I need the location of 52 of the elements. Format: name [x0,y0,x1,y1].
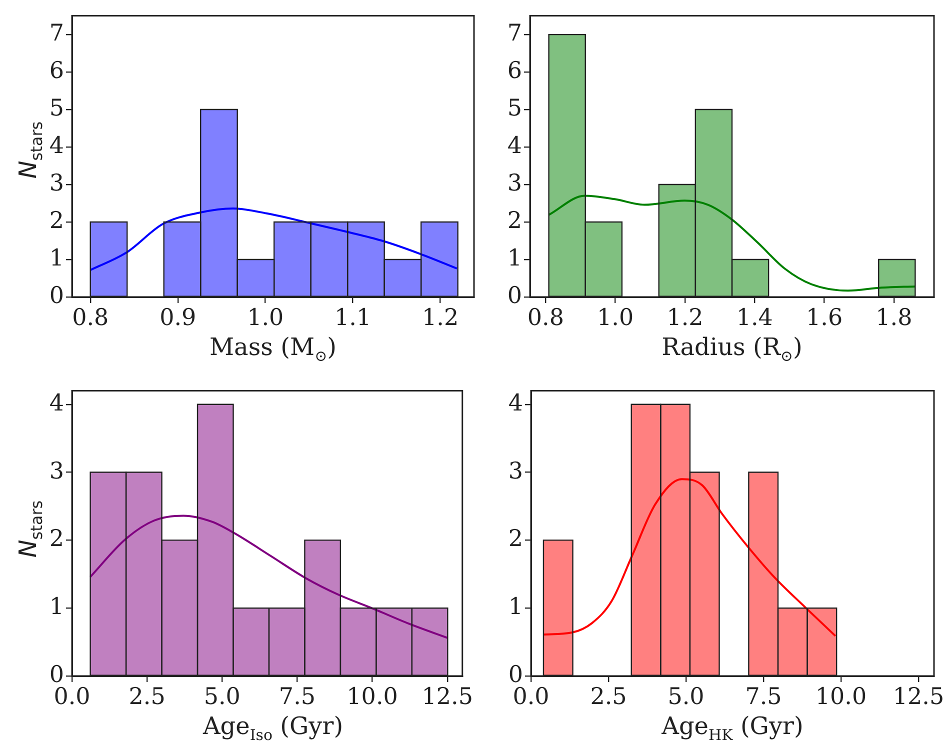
y-tick-label: 4 [49,132,64,159]
y-tick-label: 7 [49,20,64,47]
x-axis-title: Age$_{HK}$ (Gyr) [660,712,804,744]
x-tick-label: 10.0 [815,684,867,710]
x-tick-label: 5.0 [668,684,704,710]
x-tick-label: 2.5 [128,684,166,710]
y-tick-label: 0 [507,282,522,309]
line-series [89,208,458,272]
y-tick-label: 6 [507,58,522,84]
y-tick-label: 5 [507,96,522,122]
x-tick-label: 0.8 [72,304,109,331]
y-tick-label: 4 [508,390,523,416]
y-tick-label: 2 [49,526,64,552]
x-tick-label: 1.2 [666,304,704,331]
x-axis-title: Mass (M$_{⊙}$) [208,333,338,365]
x-tick-label: 7.5 [278,684,316,710]
y-tick-label: 0 [49,282,64,309]
x-tick-label: 1.0 [247,304,284,331]
y-tick-label: 4 [49,390,64,416]
y-tick-label: 1 [49,245,64,272]
x-tick-label: 1.1 [334,304,372,331]
y-tick-label: 3 [508,458,523,484]
line-series [542,478,836,637]
x-tick-label: 10.0 [346,684,398,710]
y-tick-label: 1 [49,594,64,620]
y-tick-label: 6 [49,58,64,84]
x-axis-title: Age$_{Iso}$ (Gyr) [202,712,344,744]
x-tick-label: 1.6 [806,304,843,331]
y-tick-label: 2 [508,526,523,552]
x-tick-label: 2.5 [590,684,627,710]
x-tick-label: 1.4 [736,304,773,331]
x-tick-label: 1.8 [876,304,912,331]
line-series [89,514,449,639]
x-tick-label: 1.2 [422,304,459,331]
y-tick-label: 5 [49,96,64,122]
x-tick-label: 0.8 [527,304,564,331]
x-tick-label: 7.5 [745,684,782,710]
y-tick-label: 3 [507,170,522,196]
x-tick-label: 1.0 [597,304,634,331]
x-tick-label: 5.0 [204,684,240,710]
y-tick-label: 4 [507,132,522,159]
y-tick-label: 2 [507,208,522,234]
y-tick-label: 3 [49,170,64,196]
y-tick-label: 7 [507,20,522,47]
y-tick-label: 1 [507,245,522,272]
y-tick-label: 2 [49,208,64,234]
x-tick-label: 12.5 [892,684,944,710]
x-axis-title: Radius (R$_{⊙}$) [660,333,804,365]
y-tick-label: 3 [49,458,64,484]
x-tick-label: 0.9 [160,304,196,331]
y-tick-label: 1 [508,594,523,620]
x-tick-label: 12.5 [422,684,473,710]
